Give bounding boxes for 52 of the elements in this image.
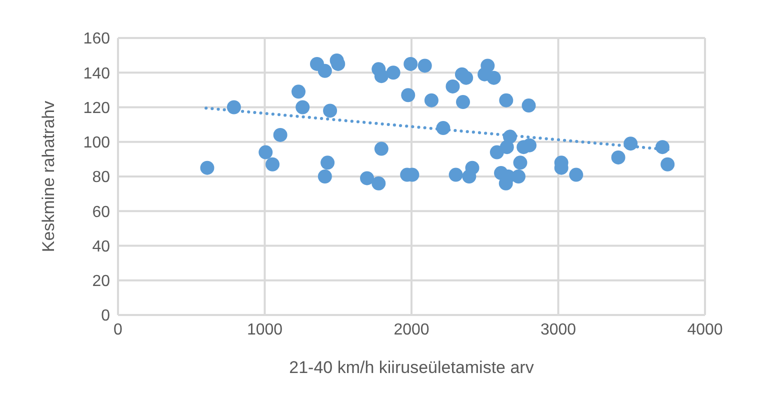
y-tick-label: 160 xyxy=(83,30,110,48)
x-tick-label: 0 xyxy=(114,321,123,338)
point xyxy=(292,84,306,99)
y-tick-label: 120 xyxy=(83,100,110,117)
point xyxy=(448,168,463,182)
point xyxy=(226,100,241,114)
x-tick-label: 2000 xyxy=(394,321,430,338)
point xyxy=(418,58,432,73)
y-axis-title: Keskmine rahatrahv xyxy=(39,100,58,252)
x-tick-label: 3000 xyxy=(540,321,576,338)
point xyxy=(660,157,675,172)
point xyxy=(459,70,474,85)
y-tick-label: 20 xyxy=(92,273,110,290)
y-tick-label: 140 xyxy=(83,65,110,82)
point xyxy=(200,160,214,175)
point xyxy=(513,156,528,170)
point xyxy=(372,176,386,190)
point xyxy=(611,150,626,164)
point xyxy=(374,69,388,84)
point xyxy=(511,170,526,184)
point xyxy=(266,157,280,172)
point xyxy=(462,170,476,184)
x-axis-title: 21-40 km/h kiiruseületamiste arv xyxy=(289,358,534,377)
point xyxy=(318,64,332,78)
y-tick-label: 100 xyxy=(83,134,110,152)
point xyxy=(522,98,536,113)
point xyxy=(320,156,335,170)
point xyxy=(424,93,438,108)
y-tick-label: 80 xyxy=(92,169,110,186)
point xyxy=(360,171,374,186)
point xyxy=(386,66,400,80)
point xyxy=(323,104,338,118)
point xyxy=(490,145,504,160)
y-tick-label: 40 xyxy=(92,238,110,256)
point xyxy=(404,56,418,71)
x-tick-label: 1000 xyxy=(246,321,283,338)
point xyxy=(446,79,460,94)
point xyxy=(500,140,514,154)
point xyxy=(486,70,501,85)
point xyxy=(456,95,470,110)
point xyxy=(273,128,288,142)
point xyxy=(401,88,416,102)
x-tick-label: 4000 xyxy=(687,321,723,338)
point xyxy=(318,170,332,184)
y-tick-label: 60 xyxy=(92,204,110,221)
point xyxy=(499,93,514,108)
y-tick-label: 0 xyxy=(101,308,110,325)
point xyxy=(624,136,638,151)
point xyxy=(296,100,310,114)
point xyxy=(258,145,273,160)
point xyxy=(374,142,388,156)
point xyxy=(569,168,584,182)
